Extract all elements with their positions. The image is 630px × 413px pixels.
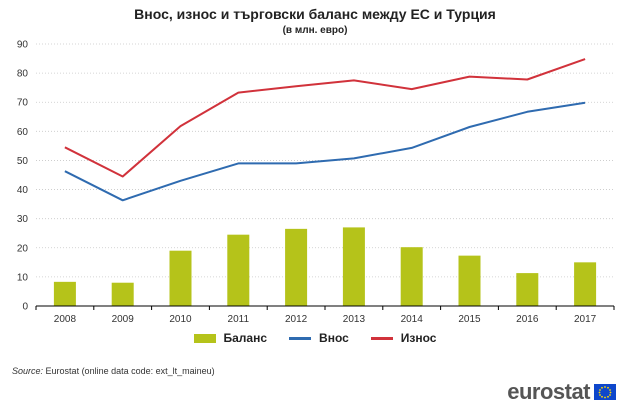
chart-subtitle: (в млн. евро) — [282, 25, 348, 36]
legend-label-balance: Баланс — [223, 331, 268, 345]
y-tick-label: 50 — [17, 156, 29, 167]
y-tick-label: 40 — [17, 185, 29, 196]
eu-flag-icon — [594, 384, 616, 400]
x-tick-label: 2010 — [169, 314, 192, 325]
bar-balance — [342, 227, 365, 306]
y-tick-label: 0 — [22, 302, 28, 313]
legend-item-import[interactable]: Внос — [289, 331, 349, 345]
legend-swatch-export — [370, 336, 393, 340]
x-tick-label: 2008 — [54, 314, 77, 325]
legend-label-export: Износ — [400, 331, 437, 345]
source-label: Source: — [12, 366, 44, 376]
x-tick-label: 2009 — [112, 314, 135, 325]
chart-area: 0 10 20 30 40 50 60 70 80 90 2008 2009 2010 2011 2012… — [17, 40, 615, 325]
y-tick-label: 10 — [17, 272, 29, 283]
source-note: Source: Eurostat (online data code: ext_… — [12, 366, 215, 376]
source-text: Eurostat (online data code: ext_lt_maine… — [45, 366, 215, 376]
x-tick-label: 2015 — [458, 314, 481, 325]
legend-swatch-balance — [193, 333, 216, 343]
x-tick-label: 2014 — [401, 314, 424, 325]
y-axis-ticks: 0 10 20 30 40 50 60 70 80 90 — [17, 40, 29, 313]
balance-bars — [53, 227, 597, 306]
y-tick-label: 80 — [17, 69, 29, 80]
series-lines — [64, 58, 586, 202]
legend: Баланс Внос Износ — [0, 331, 630, 345]
logo-text: eurostat — [507, 379, 590, 404]
bar-balance — [53, 281, 76, 306]
bar-balance — [111, 282, 134, 306]
y-tick-label: 70 — [17, 98, 29, 109]
x-tick-label: 2011 — [228, 314, 250, 325]
y-tick-label: 60 — [17, 127, 29, 138]
bar-balance — [458, 255, 481, 306]
y-tick-label: 30 — [17, 214, 29, 225]
y-tick-label: 20 — [17, 243, 29, 254]
bar-balance — [516, 273, 539, 306]
legend-item-balance[interactable]: Баланс — [193, 331, 268, 345]
legend-item-export[interactable]: Износ — [370, 331, 437, 345]
line-export — [64, 58, 586, 178]
x-tick-label: 2012 — [285, 314, 308, 325]
line-import — [64, 101, 586, 202]
bar-balance — [400, 247, 423, 306]
x-tick-label: 2013 — [343, 314, 366, 325]
bar-balance — [227, 234, 250, 306]
x-tick-label: 2016 — [516, 314, 539, 325]
bar-balance — [169, 250, 192, 306]
bar-balance — [574, 262, 597, 306]
eurostat-logo[interactable]: eurostat — [507, 379, 616, 405]
y-tick-label: 90 — [17, 40, 29, 51]
bar-balance — [285, 228, 308, 306]
x-tick-label: 2017 — [574, 314, 597, 325]
chart-title: Внос, износ и търговски баланс между ЕС … — [134, 6, 496, 22]
legend-label-import: Внос — [319, 331, 349, 345]
legend-swatch-import — [289, 336, 312, 340]
x-axis: 2008 2009 2010 2011 2012 2013 2014 2015 2016 2017 — [35, 305, 615, 325]
